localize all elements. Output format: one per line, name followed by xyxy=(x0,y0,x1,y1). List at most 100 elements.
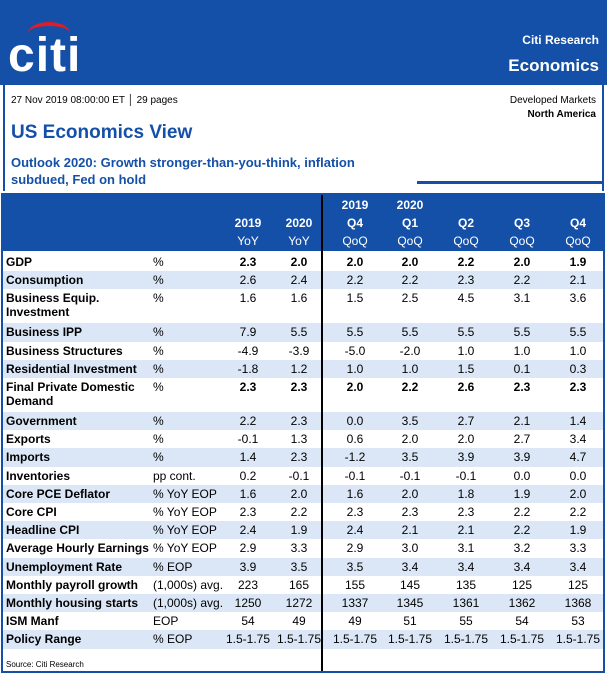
row-value: 2.0 xyxy=(401,255,419,269)
row-value: 1361 xyxy=(452,596,480,610)
row-value: 2.2 xyxy=(513,523,531,538)
row-value: -0.1 xyxy=(344,468,366,483)
col-header-3-l1: 2020 xyxy=(396,198,424,212)
source-note: Source: Citi Research xyxy=(6,660,84,669)
row-value: 1.9 xyxy=(513,486,531,501)
row-value: 4.7 xyxy=(569,450,587,465)
row-value: 2.9 xyxy=(346,541,364,556)
row-value: 2.0 xyxy=(346,255,364,269)
row-value: 0.1 xyxy=(513,361,531,376)
row-value: 135 xyxy=(455,577,477,592)
row-value: 2.0 xyxy=(569,486,587,501)
row-value: 2.7 xyxy=(513,432,531,447)
row-value: 53 xyxy=(571,614,585,629)
row-unit: % xyxy=(153,325,164,340)
row-value: 1.5-1.75 xyxy=(387,632,433,647)
row-unit: % xyxy=(153,273,164,288)
title-box: 27 Nov 2019 08:00:00 ET │ 29 pages Devel… xyxy=(3,85,604,191)
col-header-6-l3: QoQ xyxy=(565,234,591,248)
row-unit: % YoY EOP xyxy=(153,486,217,501)
col-header-2-l1: 2019 xyxy=(341,198,369,212)
col-header-0-l2: 2019 xyxy=(234,216,262,230)
row-value: 2.2 xyxy=(569,505,587,519)
row-value: 2.6 xyxy=(457,380,475,394)
row-value: 2.3 xyxy=(239,505,257,519)
col-header-3-l2: Q1 xyxy=(401,216,418,230)
title-rule xyxy=(417,181,603,184)
row-unit: % xyxy=(153,291,164,306)
row-value: 5.5 xyxy=(513,325,531,340)
row-value: 2.3 xyxy=(290,450,308,465)
row-value: 1.5 xyxy=(457,361,475,376)
table-row: Core CPI % YoY EOP 2.3 2.2 2.3 2.3 2.3 2.2 2.2 xyxy=(3,503,603,521)
row-value: -5.0 xyxy=(344,343,366,358)
row-value: 1.0 xyxy=(401,361,419,376)
table-row: Business Equip. Investment% 1.6 1.6 1.5 2.5 4… xyxy=(3,289,603,323)
column-divider xyxy=(321,195,323,671)
row-label: Exports xyxy=(6,432,51,447)
row-value: 165 xyxy=(288,577,310,592)
row-value: 2.3 xyxy=(290,414,308,428)
row-value: 2.4 xyxy=(290,273,308,288)
economics-label: Economics xyxy=(508,56,599,75)
row-value: 2.0 xyxy=(401,432,419,447)
row-value: 1.9 xyxy=(569,523,587,538)
row-unit: % xyxy=(153,380,164,394)
row-value: 1.5-1.75 xyxy=(443,632,489,647)
col-header-6-l2: Q4 xyxy=(569,216,586,230)
row-unit: % YoY EOP xyxy=(153,523,217,538)
row-value: 2.0 xyxy=(513,255,531,269)
row-value: 2.9 xyxy=(239,541,257,556)
row-unit: % xyxy=(153,432,164,447)
row-label: Core PCE Deflator xyxy=(6,486,111,501)
row-label: Consumption xyxy=(6,273,84,288)
row-value: 2.2 xyxy=(401,380,419,394)
row-value: -0.1 xyxy=(237,432,259,447)
row-value: 3.4 xyxy=(457,559,475,574)
row-value: 2.0 xyxy=(290,255,308,269)
row-value: -2.0 xyxy=(399,343,421,358)
row-value: 51 xyxy=(403,614,417,629)
row-value: 2.3 xyxy=(513,380,531,394)
table-row: Imports% 1.4 2.3 -1.2 3.5 3.9 3.9 4.7 xyxy=(3,448,603,467)
row-value: 3.4 xyxy=(569,432,587,447)
row-value: 1.0 xyxy=(346,361,364,376)
row-unit: EOP xyxy=(153,614,179,629)
row-unit: % xyxy=(153,450,164,465)
table-row: GDP% 2.3 2.0 2.0 2.0 2.2 2.0 1.9 xyxy=(3,253,603,271)
forecast-table: 2019 YoY 2020 YoY 2019 Q4 QoQ 2020 Q1 QoQ Q2 QoQ Q3 Q… xyxy=(1,193,605,673)
page-title: US Economics View xyxy=(11,122,193,143)
row-value: 1.3 xyxy=(290,432,308,447)
row-value: 1.0 xyxy=(457,343,475,358)
row-value: 0.6 xyxy=(346,432,364,447)
row-label: Imports xyxy=(6,450,51,465)
table-row: Business Structures% -4.9 -3.9 -5.0 -2.0 1.0 1… xyxy=(3,342,603,360)
row-value: 0.2 xyxy=(239,468,257,483)
row-value: 1.0 xyxy=(569,343,587,358)
row-value: 2.6 xyxy=(239,273,257,288)
logo-arc-icon xyxy=(28,22,70,44)
row-value: -0.1 xyxy=(399,468,421,483)
row-value: 1.5-1.75 xyxy=(555,632,601,647)
row-value: 2.2 xyxy=(513,273,531,288)
row-value: 2.2 xyxy=(346,273,364,288)
row-value: 2.0 xyxy=(401,486,419,501)
row-value: 3.4 xyxy=(513,559,531,574)
row-label: Monthly payroll growth xyxy=(6,577,138,592)
row-value: 0.0 xyxy=(346,414,364,428)
row-value: 2.1 xyxy=(457,523,475,538)
page-subtitle: Outlook 2020: Growth stronger-than-you-t… xyxy=(11,155,355,187)
row-value: -0.1 xyxy=(455,468,477,483)
row-value: 3.6 xyxy=(569,291,587,306)
row-label: ISM Manf xyxy=(6,614,59,629)
subregion-label: North America xyxy=(527,109,596,120)
row-unit: % YoY EOP xyxy=(153,541,217,556)
row-value: 2.3 xyxy=(401,505,419,519)
row-unit: % EOP xyxy=(153,632,193,647)
row-value: 1362 xyxy=(508,596,536,610)
row-value: 2.5 xyxy=(401,291,419,306)
row-unit: % YoY EOP xyxy=(153,505,217,519)
row-value: 2.2 xyxy=(401,273,419,288)
row-value: 2.1 xyxy=(569,273,587,288)
row-value: 2.2 xyxy=(290,505,308,519)
